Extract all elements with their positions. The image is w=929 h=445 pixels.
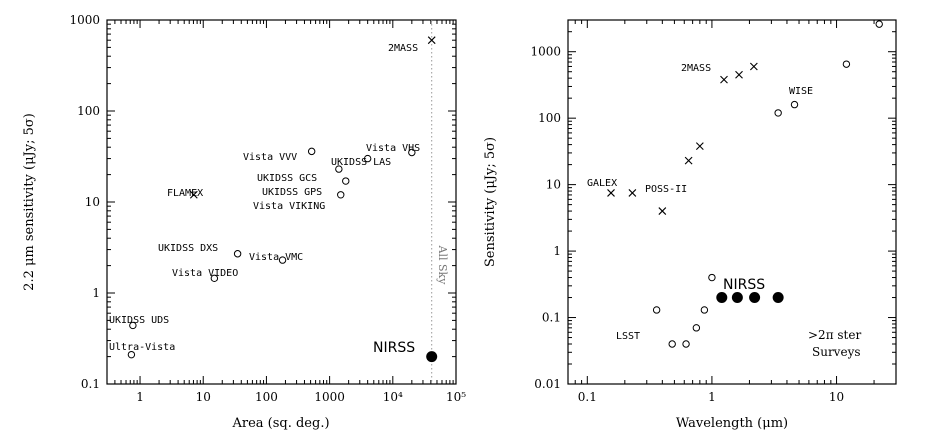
left-panel: 1 10 100 1000 10⁴ 10⁵ 0.1 1 10 100 1000 All Sky 2… <box>22 13 466 431</box>
y-tick-label: 0.1 <box>542 311 561 325</box>
x-tick-label: 0.1 <box>578 390 597 404</box>
point-vista-vmc <box>278 256 287 264</box>
label-2mass-right: 2MASS <box>681 63 711 74</box>
label-ukidss-las: UKIDSS LAS <box>331 157 391 168</box>
label-2mass: 2MASS <box>388 43 418 54</box>
point-vista-viking <box>337 191 345 199</box>
right-series-labels: 2MASS WISE GALEX POSS-II LSST NIRSS >2π … <box>587 63 861 359</box>
left-x-tick-labels: 1 10 100 1000 10⁴ 10⁵ <box>136 390 466 404</box>
left-y-axis-label: 2.2 μm sensitivity (μJy; 5σ) <box>22 113 37 291</box>
y-tick-label: 0.01 <box>534 377 561 391</box>
right-y-tick-labels: 0.01 0.1 1 10 100 1000 <box>530 45 561 391</box>
y-tick-label: 0.1 <box>81 377 100 391</box>
label-nirss-left: NIRSS <box>373 340 415 356</box>
label-vista-vmc: Vista VMC <box>249 252 303 263</box>
point-nirss-3 <box>772 292 784 304</box>
label-ukidss-gcs: UKIDSS GCS <box>257 173 317 184</box>
label-vista-vhs: Vista VHS <box>366 143 420 154</box>
label-ukidss-gps: UKIDSS GPS <box>262 187 322 198</box>
point-wise-3 <box>875 20 883 28</box>
point-2mass-2 <box>749 62 758 71</box>
annotation-line-1: >2π ster <box>808 328 861 342</box>
point-ukidss-gps <box>342 177 350 185</box>
point-lsst-0 <box>652 306 661 314</box>
point-vista-video <box>210 274 219 283</box>
label-vista-vvv: Vista VVV <box>243 152 297 163</box>
y-tick-label: 100 <box>77 104 100 118</box>
point-vista-vvv <box>307 147 316 156</box>
x-tick-label: 1000 <box>314 390 345 404</box>
point-vista-vhs <box>408 148 416 157</box>
point-ukidss-las <box>363 154 372 163</box>
point-galex-0 <box>607 189 615 197</box>
point-ukidss-uds <box>129 321 137 330</box>
right-plot-frame <box>567 19 897 385</box>
point-lsst-3 <box>692 324 701 332</box>
label-poss-ii: POSS-II <box>645 184 687 195</box>
point-ukidss-gcs <box>335 165 343 173</box>
right-x-tick-labels: 0.1 1 10 <box>578 390 844 404</box>
label-galex: GALEX <box>587 178 617 189</box>
point-lsst-5 <box>708 273 716 282</box>
point-wise-1 <box>790 100 799 109</box>
x-tick-label: 10⁵ <box>446 390 466 404</box>
x-tick-label: 10 <box>829 390 844 404</box>
x-tick-label: 100 <box>255 390 278 404</box>
point-ukidss-dxs <box>233 250 242 258</box>
point-2mass-0 <box>720 75 728 84</box>
point-lsst-2 <box>682 340 690 348</box>
left-y-tick-labels: 0.1 1 10 100 1000 <box>69 13 100 391</box>
right-x-axis-label: Wavelength (μm) <box>676 416 788 431</box>
label-vista-video: Vista VIDEO <box>172 268 238 279</box>
y-tick-label: 10 <box>546 178 561 192</box>
point-flamex <box>189 190 198 199</box>
point-nirss-2 <box>749 292 761 304</box>
label-ultra-vista: Ultra-Vista <box>109 342 175 353</box>
label-ukidss-uds: UKIDSS UDS <box>109 315 169 326</box>
x-tick-label: 1 <box>708 390 716 404</box>
point-nirss <box>426 351 438 363</box>
left-data-points <box>127 36 438 363</box>
point-nirss-1 <box>731 292 743 304</box>
left-tick-marks <box>106 19 457 385</box>
annotation-line-2: Surveys <box>812 345 861 359</box>
y-tick-label: 100 <box>538 111 561 125</box>
point-ultra-vista <box>127 350 136 359</box>
x-tick-label: 1 <box>136 390 144 404</box>
point-wise-2 <box>842 60 851 68</box>
left-all-sky-label: All Sky <box>436 245 449 286</box>
point-lsst-4 <box>700 306 709 314</box>
y-tick-label: 1000 <box>530 45 561 59</box>
point-poss-ii-1 <box>684 156 693 165</box>
y-tick-label: 1 <box>92 286 100 300</box>
x-tick-label: 10⁴ <box>383 390 403 404</box>
point-lsst-1 <box>668 340 676 348</box>
y-tick-label: 1 <box>553 244 561 258</box>
right-tick-marks <box>567 19 897 385</box>
point-nirss-0 <box>716 292 728 304</box>
y-tick-label: 10 <box>85 195 100 209</box>
label-nirss-right: NIRSS <box>723 277 765 293</box>
point-galex-1 <box>628 189 637 197</box>
label-vista-viking: Vista VIKING <box>253 201 325 212</box>
x-tick-label: 10 <box>196 390 211 404</box>
right-panel: 0.1 1 10 0.01 0.1 1 10 100 1000 2MASS WISE GALE… <box>483 19 897 431</box>
point-2mass <box>427 36 436 45</box>
y-tick-label: 1000 <box>69 13 100 27</box>
label-lsst: LSST <box>616 331 640 342</box>
left-point-labels: 2MASS FLAMEX Vista VHS Vista VVV UKIDSS … <box>109 43 420 356</box>
point-wise-0 <box>774 109 782 117</box>
right-y-axis-label: Sensitivity (μJy; 5σ) <box>483 137 498 267</box>
label-ukidss-dxs: UKIDSS DXS <box>158 243 218 254</box>
label-wise: WISE <box>789 86 813 97</box>
label-flamex: FLAMEX <box>167 188 203 199</box>
right-data-points <box>607 20 883 348</box>
point-2mass-1 <box>735 70 743 79</box>
point-poss-ii-2 <box>695 142 704 150</box>
point-poss-ii-0 <box>658 207 667 215</box>
left-x-axis-label: Area (sq. deg.) <box>231 416 329 431</box>
